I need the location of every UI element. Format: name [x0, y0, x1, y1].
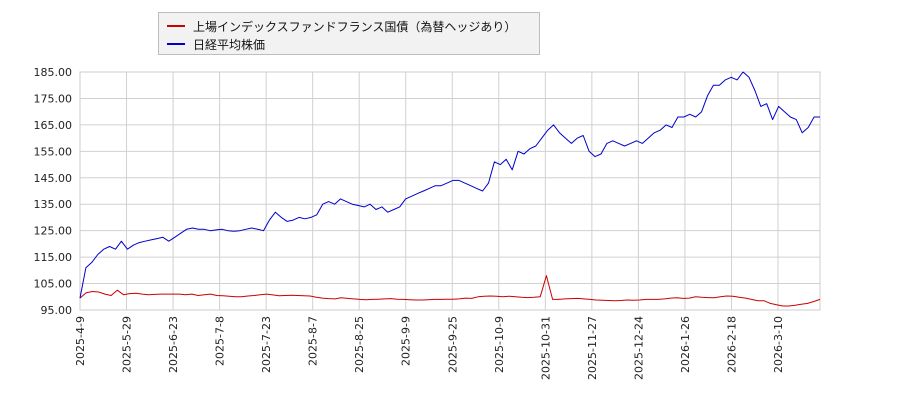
x-tick: 2025-9-9 — [400, 316, 413, 366]
series-layer — [79, 71, 821, 307]
x-tick-label: 2025-9-9 — [400, 316, 413, 366]
x-axis-ticks: 2025-4-9 2025-5-29 2025-6-23 2025-7-8 2025-7… — [74, 316, 785, 380]
x-tick-label: 2026-3-10 — [772, 316, 785, 373]
x-tick-label: 2025-10-9 — [493, 316, 506, 373]
plot-frame — [79, 71, 821, 311]
x-tick-label: 2026-2-18 — [725, 316, 738, 373]
y-tick-label: 165.00 — [34, 119, 73, 132]
y-tick-label: 95.00 — [41, 304, 73, 317]
x-tick: 2025-10-31 — [539, 316, 552, 380]
x-tick: 2025-8-7 — [307, 316, 320, 366]
x-tick-label: 2025-6-23 — [167, 316, 180, 373]
x-tick: 2025-11-27 — [586, 316, 599, 380]
legend-item-nikkei: 日経平均株価 — [167, 35, 265, 53]
x-tick-label: 2025-11-27 — [586, 316, 599, 380]
x-tick: 2026-1-26 — [679, 316, 692, 373]
x-tick: 2025-6-23 — [167, 316, 180, 373]
x-tick-label: 2025-5-29 — [121, 316, 134, 373]
x-tick-label: 2025-8-25 — [353, 316, 366, 373]
x-tick-label: 2025-4-9 — [74, 316, 87, 366]
x-tick: 2025-4-9 — [74, 316, 87, 366]
x-tick-label: 2025-7-8 — [214, 316, 227, 366]
x-tick: 2025-8-25 — [353, 316, 366, 373]
y-tick-label: 145.00 — [34, 172, 73, 185]
x-tick: 2025-7-23 — [260, 316, 273, 373]
x-tick-label: 2025-12-24 — [632, 316, 645, 380]
x-tick: 2025-10-9 — [493, 316, 506, 373]
y-tick-label: 125.00 — [34, 225, 73, 238]
x-tick: 2025-9-25 — [446, 316, 459, 373]
x-tick: 2026-2-18 — [725, 316, 738, 373]
x-tick: 2025-5-29 — [121, 316, 134, 373]
legend-label: 上場インデックスファンドフランス国債（為替ヘッジあり） — [193, 19, 517, 34]
y-axis-ticks: 95.00 105.00 115.00 125.00 135.00 145.00 155.0… — [34, 66, 73, 317]
y-tick-label: 115.00 — [34, 251, 73, 264]
y-tick-label: 185.00 — [34, 66, 73, 79]
x-tick-label: 2025-9-25 — [446, 316, 459, 373]
x-tick-label: 2026-1-26 — [679, 316, 692, 373]
series-line-nikkei — [79, 71, 820, 299]
legend-label: 日経平均株価 — [193, 37, 266, 52]
legend-swatch-blue — [167, 43, 185, 45]
legend-swatch-red — [167, 25, 185, 27]
series-line-france-bond-fund — [79, 275, 821, 307]
x-tick: 2025-12-24 — [632, 316, 645, 380]
x-tick: 2025-7-8 — [214, 316, 227, 366]
x-tick-label: 2025-7-23 — [260, 316, 273, 373]
x-tick-label: 2025-8-7 — [307, 316, 320, 366]
legend: 上場インデックスファンドフランス国債（為替ヘッジあり） 日経平均株価 — [158, 12, 540, 55]
x-tick: 2026-3-10 — [772, 316, 785, 373]
y-tick-label: 105.00 — [34, 278, 73, 291]
y-tick-label: 155.00 — [34, 145, 73, 158]
y-tick-label: 175.00 — [34, 92, 73, 105]
legend-item-france-bond-fund: 上場インデックスファンドフランス国債（為替ヘッジあり） — [167, 17, 516, 35]
grid-lines — [79, 71, 820, 311]
x-tick-label: 2025-10-31 — [539, 316, 552, 380]
y-tick-label: 135.00 — [34, 198, 73, 211]
